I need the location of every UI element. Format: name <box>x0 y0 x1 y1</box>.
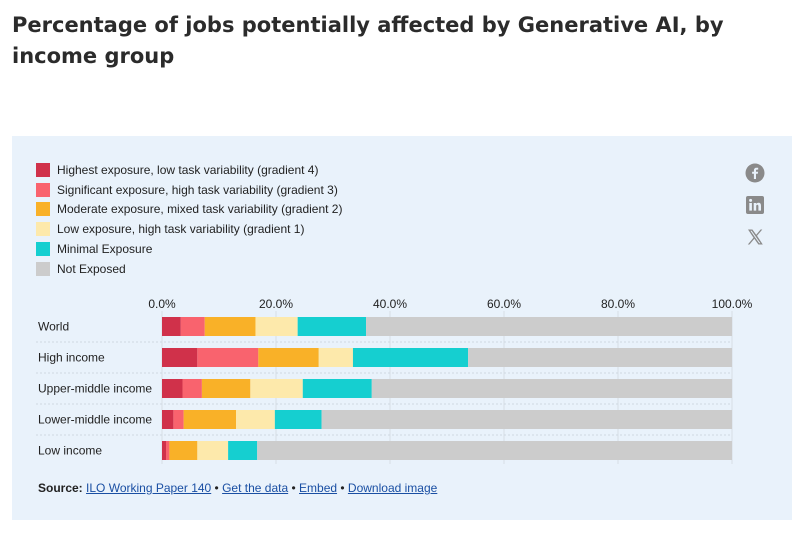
embed-link[interactable]: Embed <box>299 481 338 495</box>
linkedin-icon <box>746 196 764 214</box>
bar-segment[interactable] <box>371 379 732 398</box>
legend-swatch <box>36 162 50 177</box>
legend-swatch <box>36 182 50 197</box>
bar-segment[interactable] <box>297 317 367 336</box>
category-label: Low income <box>38 444 102 458</box>
separator: • <box>211 481 223 495</box>
legend-swatch <box>36 222 50 237</box>
separator: • <box>337 481 348 495</box>
legend-item[interactable]: Not Exposed <box>36 259 342 279</box>
category-label: Lower-middle income <box>38 413 152 427</box>
legend-label: Highest exposure, low task variability (… <box>57 162 319 177</box>
category-label: Upper-middle income <box>38 382 152 396</box>
category-label: High income <box>38 351 105 365</box>
bar-segment[interactable] <box>468 348 732 367</box>
legend-item[interactable]: Significant exposure, high task variabil… <box>36 180 342 200</box>
bar-segment[interactable] <box>182 379 202 398</box>
source-label: Source: <box>38 481 83 495</box>
legend-label: Not Exposed <box>57 261 126 276</box>
legend-swatch <box>36 202 50 217</box>
facebook-icon <box>745 163 765 183</box>
x-tick-label: 100.0% <box>712 297 753 311</box>
bar-segment[interactable] <box>257 441 732 460</box>
bar-segment[interactable] <box>258 348 319 367</box>
bar-segment[interactable] <box>169 441 198 460</box>
legend-item[interactable]: Moderate exposure, mixed task variabilit… <box>36 200 342 220</box>
legend-label: Low exposure, high task variability (gra… <box>57 222 305 237</box>
legend-item[interactable]: Low exposure, high task variability (gra… <box>36 219 342 239</box>
bar-segment[interactable] <box>302 379 372 398</box>
separator: • <box>288 481 300 495</box>
download-image-link[interactable]: Download image <box>347 481 438 495</box>
bar-segment[interactable] <box>162 410 174 429</box>
x-tick-label: 60.0% <box>487 297 521 311</box>
bar-segment[interactable] <box>236 410 275 429</box>
ilo-paper-link[interactable]: ILO Working Paper 140 <box>86 481 212 495</box>
bar-segment[interactable] <box>197 441 229 460</box>
legend-label: Moderate exposure, mixed task variabilit… <box>57 202 343 217</box>
legend-label: Minimal Exposure <box>57 242 153 257</box>
legend-label: Significant exposure, high task variabil… <box>57 182 338 197</box>
bar-segment[interactable] <box>162 379 183 398</box>
x-tick-label: 0.0% <box>148 297 176 311</box>
bar-segment[interactable] <box>197 348 259 367</box>
page-title: Percentage of jobs potentially affected … <box>12 13 724 68</box>
bar-segment[interactable] <box>162 348 198 367</box>
x-icon <box>747 229 763 245</box>
share-facebook[interactable] <box>745 163 765 183</box>
legend-item[interactable]: Minimal Exposure <box>36 239 342 259</box>
get-data-link[interactable]: Get the data <box>222 481 289 495</box>
bar-segment[interactable] <box>255 317 298 336</box>
bar-segment[interactable] <box>274 410 322 429</box>
x-tick-label: 20.0% <box>259 297 293 311</box>
bar-segment[interactable] <box>201 379 251 398</box>
bar-segment[interactable] <box>162 317 181 336</box>
chart-panel: Highest exposure, low task variability (… <box>12 136 792 520</box>
legend-swatch <box>36 242 50 257</box>
bar-segment[interactable] <box>180 317 205 336</box>
source-line: Source: ILO Working Paper 140 • Get the … <box>38 481 437 495</box>
bar-segment[interactable] <box>228 441 258 460</box>
bar-segment[interactable] <box>250 379 303 398</box>
bar-chart: 0.0% 20.0% 40.0% 60.0% 80.0% 100.0% World High … <box>36 297 753 464</box>
bar-segment[interactable] <box>366 317 732 336</box>
legend-item[interactable]: Highest exposure, low task variability (… <box>36 160 342 180</box>
x-tick-label: 80.0% <box>601 297 635 311</box>
bar-segment[interactable] <box>162 441 166 460</box>
chart-legend: Highest exposure, low task variability (… <box>36 160 342 279</box>
bar-segment[interactable] <box>183 410 237 429</box>
legend-swatch <box>36 261 50 276</box>
share-x[interactable] <box>745 227 765 247</box>
x-tick-label: 40.0% <box>373 297 407 311</box>
bar-segment[interactable] <box>165 441 170 460</box>
bar-segment[interactable] <box>352 348 469 367</box>
bar-segment[interactable] <box>173 410 184 429</box>
bar-segment[interactable] <box>204 317 256 336</box>
bar-segment[interactable] <box>321 410 732 429</box>
share-linkedin[interactable] <box>745 195 765 215</box>
category-label: World <box>38 320 69 334</box>
bar-segment[interactable] <box>318 348 353 367</box>
